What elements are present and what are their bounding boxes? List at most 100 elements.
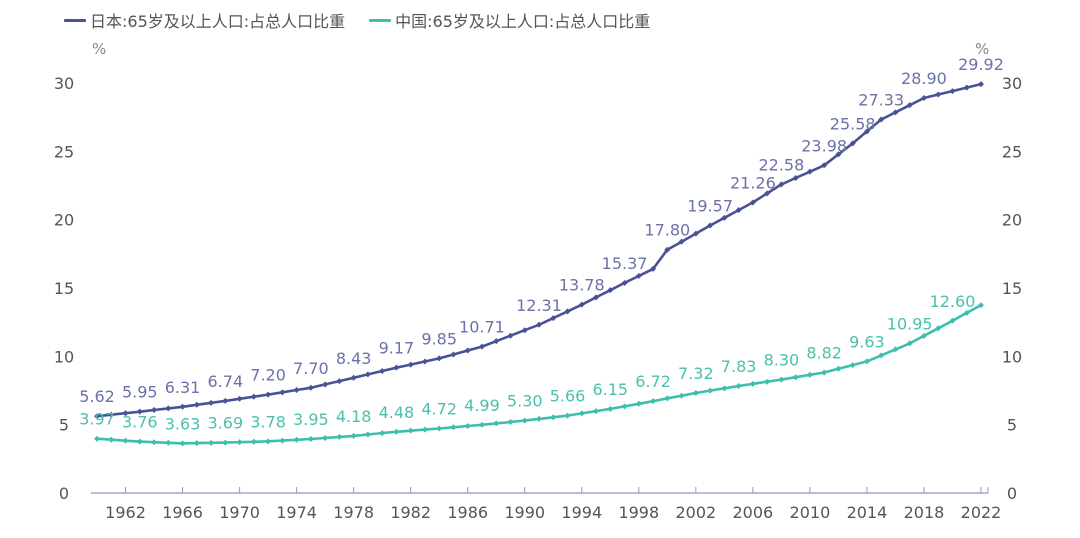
data-point-marker (920, 332, 927, 339)
data-label: 4.48 (379, 403, 415, 422)
data-point-marker (350, 432, 357, 439)
data-label: 3.95 (293, 410, 329, 429)
x-tick-label: 1974 (276, 503, 317, 522)
data-label: 3.97 (79, 410, 115, 429)
data-point-marker (364, 371, 371, 378)
data-point-marker (464, 423, 471, 430)
y-tick-label-left: 0 (59, 484, 69, 503)
data-point-marker (963, 309, 970, 316)
data-point-marker (949, 317, 956, 324)
data-point-marker (806, 371, 813, 378)
chart-legend: 日本:65岁及以上人口:占总人口比重 中国:65岁及以上人口:占总人口比重 (64, 8, 650, 32)
data-point-marker (379, 368, 386, 375)
x-tick-label: 2002 (675, 503, 716, 522)
data-point-marker (336, 433, 343, 440)
data-point-marker (236, 395, 243, 402)
data-point-marker (806, 168, 813, 175)
data-point-marker (151, 439, 158, 446)
data-point-marker (849, 362, 856, 369)
data-label: 3.76 (122, 413, 158, 432)
data-point-marker (607, 405, 614, 412)
data-point-marker (692, 230, 699, 237)
data-point-marker (208, 439, 215, 446)
data-point-marker (151, 407, 158, 414)
data-point-marker (920, 95, 927, 102)
data-point-marker (621, 403, 628, 410)
data-point-marker (764, 378, 771, 385)
data-point-marker (136, 408, 143, 415)
data-point-marker (564, 308, 571, 315)
data-point-marker (322, 434, 329, 441)
data-point-marker (892, 346, 899, 353)
data-point-marker (407, 361, 414, 368)
data-point-marker (650, 398, 657, 405)
data-point-marker (707, 222, 714, 229)
data-label: 5.66 (550, 387, 586, 406)
data-label: 5.62 (79, 387, 115, 406)
data-point-marker (949, 88, 956, 95)
y-axis-left-unit: % (92, 40, 106, 58)
data-point-marker (792, 175, 799, 182)
data-point-marker (393, 364, 400, 371)
data-point-marker (906, 340, 913, 347)
x-tick-label: 1970 (219, 503, 260, 522)
data-point-marker (165, 439, 172, 446)
x-tick-label: 1986 (447, 503, 488, 522)
data-label: 9.17 (379, 339, 415, 358)
data-point-marker (364, 431, 371, 438)
data-point-marker (250, 438, 257, 445)
y-tick-label-left: 20 (54, 211, 74, 230)
data-point-marker (849, 140, 856, 147)
x-tick-label: 2018 (904, 503, 945, 522)
data-label: 15.37 (602, 254, 648, 273)
data-point-marker (436, 425, 443, 432)
data-point-marker (593, 408, 600, 415)
legend-item-china[interactable]: 中国:65岁及以上人口:占总人口比重 (369, 8, 650, 32)
legend-label-china: 中国:65岁及以上人口:占总人口比重 (395, 12, 651, 31)
data-point-marker (778, 376, 785, 383)
data-label: 9.63 (849, 332, 885, 351)
data-point-marker (307, 436, 314, 443)
data-label: 23.98 (801, 136, 847, 155)
x-tick-label: 1962 (105, 503, 146, 522)
data-point-marker (978, 302, 984, 309)
x-tick-label: 1982 (390, 503, 431, 522)
data-point-marker (136, 438, 143, 445)
data-point-marker (935, 325, 942, 332)
y-tick-label-right: 30 (1002, 74, 1022, 93)
data-point-marker (478, 421, 485, 428)
data-point-marker (863, 128, 870, 135)
data-point-marker (307, 384, 314, 391)
data-point-marker (450, 351, 457, 358)
data-point-marker (521, 327, 528, 334)
data-label: 5.30 (507, 392, 543, 411)
data-point-marker (322, 381, 329, 388)
y-tick-label-right: 0 (1007, 484, 1017, 503)
data-point-marker (179, 440, 186, 447)
data-point-marker (478, 343, 485, 350)
y-tick-label-right: 20 (1002, 211, 1022, 230)
data-point-marker (222, 439, 229, 446)
data-point-marker (878, 352, 885, 359)
legend-item-japan[interactable]: 日本:65岁及以上人口:占总人口比重 (64, 8, 345, 32)
data-label: 3.78 (250, 412, 286, 431)
data-point-marker (564, 412, 571, 419)
data-point-marker (493, 338, 500, 345)
data-point-marker (835, 151, 842, 158)
data-point-marker (393, 428, 400, 435)
data-label: 12.60 (930, 292, 976, 311)
data-label: 4.18 (336, 407, 372, 426)
data-point-marker (550, 414, 557, 421)
data-point-marker (450, 424, 457, 431)
y-tick-label-left: 30 (54, 74, 74, 93)
x-tick-label: 2014 (847, 503, 888, 522)
data-point-marker (236, 439, 243, 446)
axes: 1962 1966 1970 1974 1978 1982 1986 1990 1994 1998… (54, 74, 1022, 522)
data-label: 8.30 (764, 351, 800, 370)
data-point-marker (963, 84, 970, 91)
y-tick-label-right: 25 (1002, 142, 1022, 161)
data-point-marker (108, 411, 115, 418)
data-point-marker (878, 116, 885, 123)
y-tick-label-right: 15 (1002, 279, 1022, 298)
